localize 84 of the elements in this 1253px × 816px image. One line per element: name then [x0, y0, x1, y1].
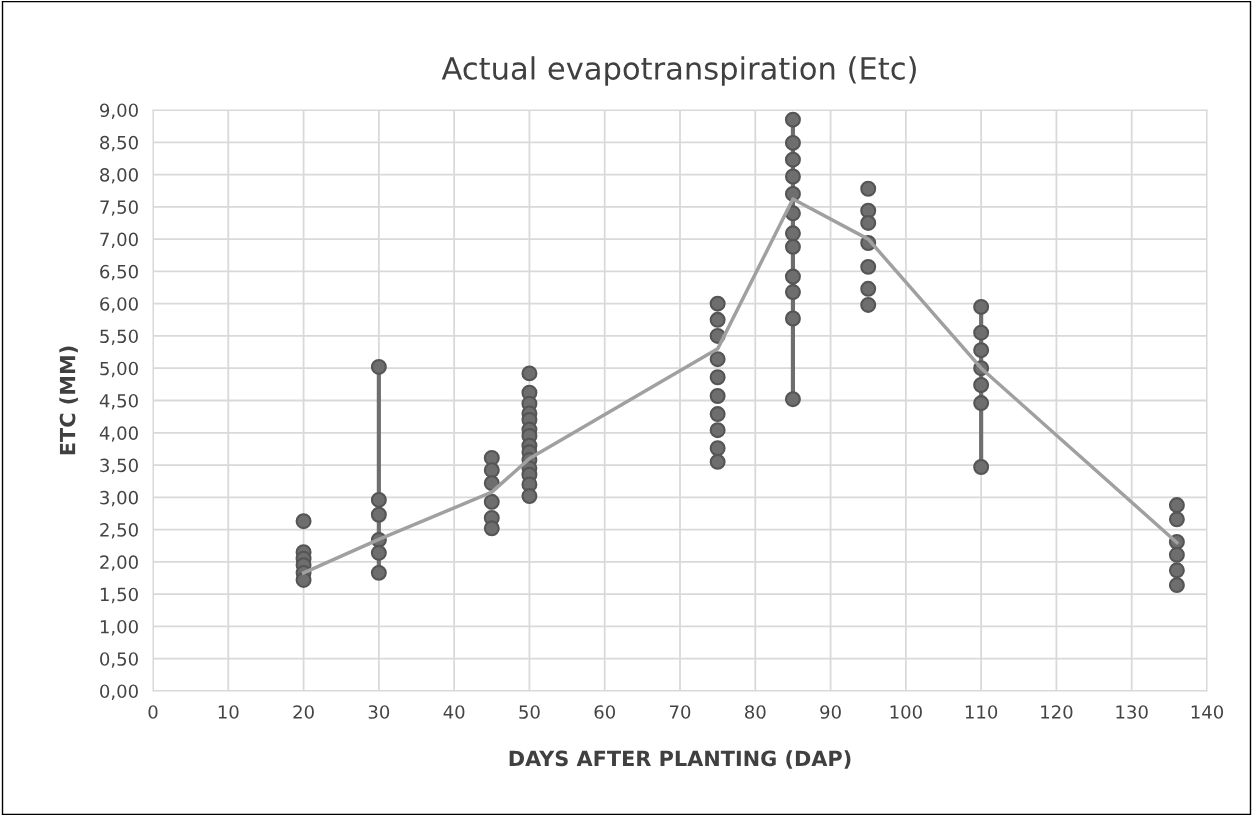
point: [483, 493, 500, 510]
point: [973, 377, 990, 393]
point: [784, 238, 801, 255]
point: [709, 453, 726, 470]
x-tick-label: 0: [148, 705, 158, 719]
point: [483, 462, 500, 479]
point: [521, 365, 538, 382]
point: [860, 296, 877, 313]
point: [860, 280, 877, 297]
y-tick-label: 5,00: [100, 361, 138, 378]
y-tick-label: 3,00: [100, 490, 138, 507]
x-tick-label: 130: [1116, 705, 1148, 719]
x-tick-label: 100: [890, 705, 922, 719]
y-tick-label: 0,00: [100, 684, 138, 700]
point: [709, 295, 726, 312]
point: [370, 544, 387, 561]
y-tick-label: 2,50: [100, 523, 138, 539]
x-tick-label: 10: [218, 705, 239, 719]
chart-title: Actual evapotranspiration (Etc): [441, 56, 916, 86]
point: [521, 488, 538, 505]
y-tick-label: 4,50: [99, 393, 138, 410]
x-tick-label: 140: [1191, 705, 1224, 719]
y-tick-label: 2,00: [100, 555, 138, 571]
point: [973, 395, 990, 412]
point: [1168, 497, 1185, 514]
point: [784, 268, 801, 285]
point: [860, 258, 877, 275]
point: [709, 406, 726, 423]
point: [370, 564, 387, 581]
x-tick-label: 40: [443, 705, 465, 719]
point: [483, 520, 500, 537]
point: [784, 168, 801, 185]
point: [1168, 577, 1185, 594]
point: [784, 391, 801, 408]
point: [784, 151, 801, 168]
x-tick-label: 20: [293, 705, 314, 719]
x-tick-label: 110: [965, 705, 998, 719]
point: [973, 459, 990, 475]
x-tick-label: 80: [745, 705, 766, 719]
x-tick-label: 70: [669, 705, 691, 719]
point: [784, 111, 801, 128]
x-tick-label: 30: [368, 705, 390, 719]
point: [709, 422, 726, 439]
y-tick-label: 1,00: [100, 619, 138, 636]
point: [1168, 511, 1185, 528]
point: [784, 284, 801, 301]
y-tick-label: 3,50: [100, 458, 138, 475]
point: [1168, 546, 1185, 563]
x-tick-label: 50: [519, 705, 540, 719]
y-tick-label: 8,50: [100, 135, 138, 152]
point: [784, 310, 801, 327]
y-tick-label: 5,50: [100, 329, 138, 345]
y-tick-label: 6,50: [100, 264, 138, 281]
point: [709, 369, 726, 386]
point: [370, 506, 387, 523]
y-axis-title: ETC (MM): [59, 346, 78, 455]
y-tick-label: 4,00: [99, 426, 138, 442]
y-tick-label: 1,50: [100, 587, 138, 604]
point: [1168, 562, 1185, 579]
x-tick-label: 60: [594, 705, 615, 719]
point: [709, 388, 726, 404]
y-tick-label: 0,50: [100, 652, 138, 668]
x-axis-title: DAYS AFTER PLANTING (DAP): [509, 750, 851, 769]
point: [370, 491, 387, 508]
y-tick-label: 7,50: [100, 200, 138, 216]
point: [973, 324, 990, 341]
point: [709, 440, 726, 457]
point: [295, 571, 312, 588]
point: [784, 134, 801, 151]
point: [860, 214, 877, 231]
point: [295, 513, 312, 530]
point: [784, 225, 801, 242]
y-tick-label: 6,00: [100, 297, 138, 313]
point: [709, 351, 726, 368]
point: [370, 358, 387, 375]
y-tick-label: 9,00: [100, 103, 138, 119]
y-tick-label: 7,00: [100, 232, 138, 249]
point: [709, 311, 726, 328]
x-tick-label: 120: [1041, 705, 1073, 719]
point: [973, 342, 990, 359]
point: [973, 298, 990, 315]
point: [860, 180, 877, 197]
y-tick-label: 8,00: [100, 168, 138, 184]
x-tick-label: 90: [820, 705, 841, 719]
